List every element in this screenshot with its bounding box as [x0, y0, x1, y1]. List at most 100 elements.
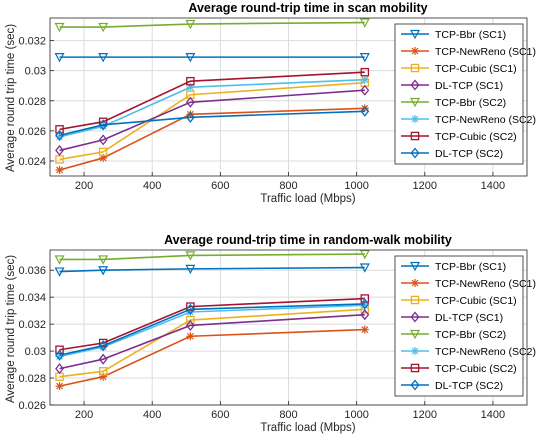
legend-label: TCP-NewReno (SC2) — [435, 114, 536, 126]
data-point — [359, 263, 370, 273]
data-point — [98, 119, 108, 131]
legend: TCP-Bbr (SC1) TCP-NewReno (SC1) TCP-Cubic … — [394, 23, 536, 165]
y-tick-label: 0.032 — [18, 319, 46, 331]
data-point — [360, 67, 370, 77]
legend-label: TCP-Bbr (SC1) — [435, 29, 506, 41]
data-point — [55, 125, 64, 134]
x-tick-label: 1400 — [481, 180, 505, 192]
x-tick-label: 800 — [279, 409, 297, 421]
data-point — [98, 266, 109, 276]
legend-marker — [410, 295, 420, 305]
series-7 — [55, 298, 370, 361]
series-line — [59, 297, 365, 351]
legend-item: TCP-Cubic (SC2) — [401, 363, 517, 375]
data-point — [55, 349, 64, 361]
legend-marker — [410, 131, 420, 141]
series-line — [59, 308, 365, 378]
legend-item: TCP-Bbr (SC2) — [401, 329, 506, 341]
data-point — [359, 249, 370, 260]
legend-marker — [410, 29, 420, 40]
x-tick-label: 600 — [211, 180, 229, 192]
data-point — [360, 325, 369, 334]
data-point — [186, 315, 195, 325]
legend-item: TCP-NewReno (SC1) — [401, 46, 536, 58]
data-point — [55, 363, 64, 375]
y-tick-label: 0.034 — [18, 292, 46, 304]
series-line — [59, 78, 365, 138]
legend-marker — [410, 97, 420, 108]
legend-label: TCP-Cubic (SC1) — [435, 295, 517, 307]
x-tick-label: 1000 — [344, 409, 368, 421]
data-point — [359, 53, 370, 63]
legend-item: TCP-Bbr (SC2) — [401, 97, 506, 109]
series-0 — [54, 263, 370, 277]
legend-item: TCP-Bbr (SC1) — [401, 261, 506, 273]
x-tick-label: 200 — [75, 180, 93, 192]
legend: TCP-Bbr (SC1) TCP-NewReno (SC1) TCP-Cubic … — [394, 255, 536, 397]
x-tick-label: 800 — [279, 180, 297, 192]
data-point — [98, 340, 108, 352]
legend-item: TCP-Cubic (SC2) — [401, 131, 517, 143]
legend-marker — [411, 347, 419, 355]
y-tick-label: 0.024 — [18, 156, 46, 168]
legend-marker — [410, 311, 420, 323]
data-point — [360, 309, 370, 321]
data-point — [54, 267, 65, 277]
legend-label: TCP-NewReno (SC1) — [435, 46, 536, 58]
legend-marker — [410, 379, 420, 391]
data-point — [186, 302, 195, 311]
x-tick-label: 600 — [211, 409, 229, 421]
legend-marker — [410, 147, 420, 159]
legend-marker — [410, 363, 420, 373]
legend-label: TCP-Bbr (SC1) — [435, 261, 506, 273]
data-point — [98, 53, 109, 63]
data-point — [360, 75, 369, 84]
data-point — [55, 144, 64, 156]
data-point — [186, 76, 195, 86]
x-axis-label: Traffic load (Mbps) — [260, 193, 355, 205]
series-line — [59, 21, 365, 28]
chart-title: Average round-trip time in random-walk m… — [164, 233, 452, 247]
series-line — [59, 303, 365, 356]
y-axis-label: Average round trip time (sec) — [5, 255, 17, 403]
legend-label: TCP-Bbr (SC2) — [435, 97, 506, 109]
legend-label: TCP-Bbr (SC2) — [435, 329, 506, 341]
legend-item: DL-TCP (SC1) — [401, 79, 503, 92]
legend-label: TCP-Cubic (SC1) — [435, 63, 517, 75]
data-point — [55, 382, 64, 391]
data-point — [98, 338, 108, 348]
legend-marker — [411, 47, 419, 55]
series-3 — [55, 309, 370, 375]
legend-item: TCP-Cubic (SC1) — [401, 295, 517, 307]
legend-item: DL-TCP (SC2) — [401, 147, 503, 160]
data-point — [98, 22, 109, 33]
legend-label: DL-TCP (SC1) — [435, 312, 503, 324]
series-line — [59, 107, 365, 171]
data-point — [54, 255, 65, 265]
legend-label: DL-TCP (SC1) — [435, 80, 503, 92]
y-tick-label: 0.032 — [18, 36, 46, 48]
data-point — [55, 345, 64, 354]
chart-random-walk-mobility: Average round-trip time in random-walk m… — [5, 233, 536, 434]
series-line — [59, 81, 365, 161]
y-tick-label: 0.036 — [18, 265, 46, 277]
data-point — [54, 22, 65, 33]
series-line — [59, 71, 365, 131]
legend-item: DL-TCP (SC2) — [401, 379, 503, 392]
series-7 — [55, 105, 370, 141]
legend-item: DL-TCP (SC1) — [401, 311, 503, 324]
legend-label: TCP-Cubic (SC2) — [435, 131, 517, 143]
legend-marker — [410, 329, 420, 340]
x-tick-label: 200 — [75, 409, 93, 421]
data-point — [185, 251, 196, 261]
data-point — [359, 18, 370, 28]
data-point — [185, 111, 195, 123]
data-point — [360, 84, 370, 96]
x-tick-label: 1400 — [481, 409, 505, 421]
series-4 — [54, 249, 370, 265]
data-point — [185, 264, 196, 275]
legend-label: DL-TCP (SC2) — [435, 148, 503, 160]
legend-item: TCP-Cubic (SC1) — [401, 63, 517, 75]
data-point — [185, 96, 195, 108]
